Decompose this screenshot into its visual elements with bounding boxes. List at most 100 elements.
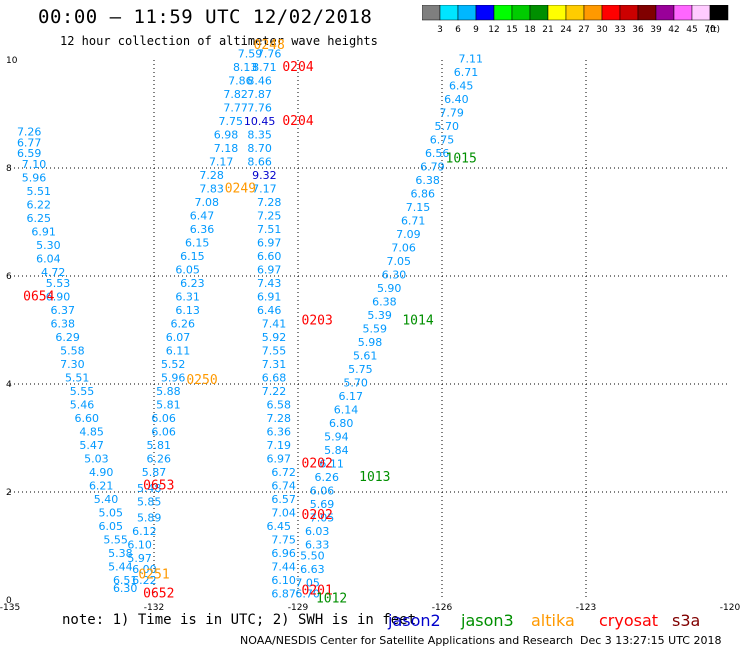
data-point-label: 7.86: [228, 74, 253, 87]
data-point-label: 7.08: [195, 196, 220, 209]
data-point-label: 6.22: [27, 199, 52, 212]
data-point-label: 5.58: [60, 344, 85, 357]
colorbar-tick: 24: [560, 25, 572, 35]
colorbar-tick: 36: [632, 25, 644, 35]
pass-time-label: 0251: [138, 567, 169, 582]
data-point-label: 5.44: [108, 560, 133, 573]
data-point-label: 6.60: [75, 412, 100, 425]
data-point-label: 6.46: [257, 304, 282, 317]
pass-time-label: 0653: [143, 478, 174, 493]
x-tick-label: -129: [288, 603, 309, 613]
data-point-label: 7.06: [391, 242, 416, 255]
colorbar-tick: 18: [524, 25, 536, 35]
data-point-label: 5.52: [161, 358, 186, 371]
data-point-label: 6.15: [180, 250, 205, 263]
data-point-label: 7.76: [257, 47, 282, 60]
data-point-label: 7.77: [223, 101, 248, 114]
data-point-label: 8.70: [247, 142, 272, 155]
colorbar-tick: 9: [473, 25, 479, 35]
data-point-label: 6.00: [132, 563, 157, 576]
data-point-label: 6.06: [310, 485, 335, 498]
y-tick-label: 8: [6, 164, 12, 174]
data-point-label: 5.89: [137, 512, 162, 525]
y-tick-label: 0: [6, 596, 12, 606]
colorbar-tick: 12: [488, 25, 499, 35]
data-point-label: 8.13: [233, 61, 258, 74]
data-point-label: 5.38: [108, 547, 133, 560]
data-point-label: 5.30: [36, 239, 61, 252]
legend-cryosat: cryosat: [599, 611, 659, 630]
data-point-label: 5.61: [353, 350, 378, 363]
pass-time-label: 0654: [23, 289, 54, 304]
data-point-label: 4.85: [79, 425, 104, 438]
data-point-label: 6.77: [17, 136, 42, 149]
data-point-label: 7.75: [219, 115, 244, 128]
data-point-label: 7.05: [310, 512, 335, 525]
colorbar-tick: 39: [650, 25, 662, 35]
page-title: 00:00 – 11:59 UTC 12/02/2018: [38, 6, 373, 28]
data-point-label: 7.55: [262, 344, 287, 357]
pass-time-label: 0248: [254, 38, 285, 53]
colorbar-swatch: [709, 5, 729, 21]
data-point-label: 6.38: [51, 317, 76, 330]
data-point-label: 6.59: [17, 147, 42, 160]
pass-time-label: 0202: [302, 508, 333, 523]
data-point-label: 7.82: [223, 88, 248, 101]
data-point-label: 5.97: [127, 552, 152, 565]
data-point-label: 6.37: [51, 304, 76, 317]
data-point-label: 7.31: [262, 358, 287, 371]
data-point-label: 6.04: [36, 253, 61, 266]
data-point-label: 7.04: [271, 506, 296, 519]
data-point-label: 7.79: [439, 107, 464, 120]
data-point-label: 4.72: [41, 266, 66, 279]
colorbar-tick: 30: [596, 25, 608, 35]
data-point-label: 5.98: [358, 336, 383, 349]
data-point-label: 6.98: [214, 128, 239, 141]
page-subtitle: 12 hour collection of altimeter wave hei…: [60, 34, 378, 48]
x-tick-label: -120: [720, 603, 740, 613]
data-point-label: 6.75: [430, 134, 455, 147]
colorbar-tick: 6: [455, 25, 461, 35]
data-point-label: 6.23: [180, 277, 205, 290]
data-point-label: 6.56: [425, 147, 450, 160]
y-tick-label: 4: [6, 380, 12, 390]
data-point-label: 7.83: [199, 182, 224, 195]
data-point-label: 7.26: [17, 126, 42, 139]
data-point-label: 6.21: [89, 479, 114, 492]
data-point-label: 6.22: [132, 574, 157, 587]
data-point-label: 6.86: [411, 188, 436, 201]
data-point-label: 7.18: [214, 142, 239, 155]
pass-time-label: 0204: [282, 114, 313, 129]
data-point-label: 6.10: [271, 574, 296, 587]
data-point-label: 6.11: [166, 344, 191, 357]
data-point-label: 6.71: [454, 66, 479, 79]
data-point-label: 6.40: [444, 93, 469, 106]
y-tick-label: 2: [6, 488, 12, 498]
data-point-label: 6.68: [262, 371, 287, 384]
data-point-label: 5.81: [147, 439, 172, 452]
colorbar-tick: 27: [578, 25, 589, 35]
data-point-label: 6.30: [382, 269, 407, 282]
data-point-label: 10.45: [244, 115, 276, 128]
data-point-label: 8.35: [247, 128, 272, 141]
data-point-label: 7.76: [247, 101, 272, 114]
data-point-label: 6.51: [113, 574, 138, 587]
data-point-label: 6.06: [151, 412, 176, 425]
data-point-label: 6.45: [267, 520, 292, 533]
data-point-label: 5.90: [377, 282, 402, 295]
data-point-label: 6.31: [175, 290, 200, 303]
data-point-label: 6.12: [132, 525, 157, 538]
data-point-label: 7.41: [262, 317, 287, 330]
data-point-label: 6.05: [175, 263, 200, 276]
data-point-label: 5.85: [137, 496, 162, 509]
data-point-label: 5.51: [27, 185, 52, 198]
data-point-label: 7.28: [257, 196, 282, 209]
data-point-label: 6.63: [300, 563, 325, 576]
data-point-label: 5.53: [46, 277, 71, 290]
data-point-label: 7.75: [271, 533, 296, 546]
data-point-label: 6.91: [31, 226, 56, 239]
data-point-label: 8.66: [247, 155, 272, 168]
pass-time-label: 0201: [302, 584, 333, 599]
data-point-label: 5.87: [142, 466, 167, 479]
